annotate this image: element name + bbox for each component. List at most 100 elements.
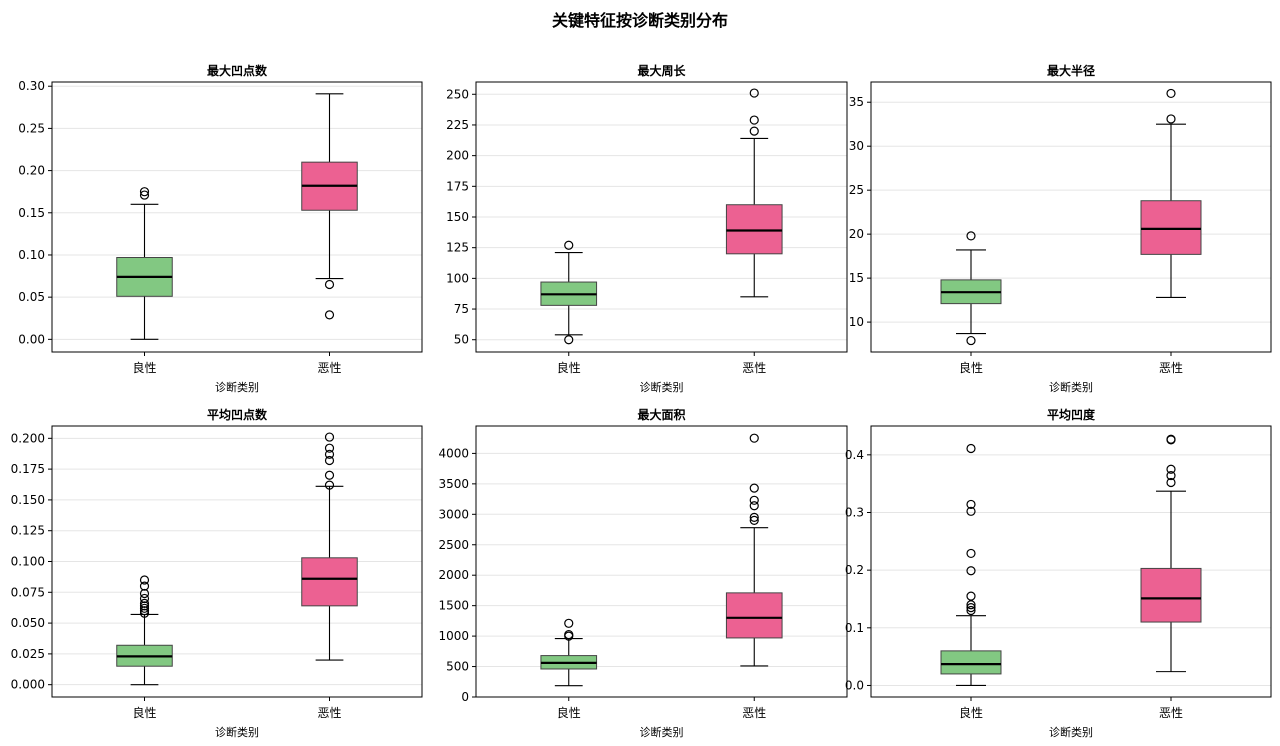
y-tick-label: 0.2 [845, 563, 864, 577]
outlier-point [139, 606, 150, 616]
outlier-point [564, 335, 574, 345]
y-tick-label: 0.10 [18, 248, 45, 262]
y-tick-label: 2500 [438, 538, 469, 552]
outlier-point [966, 591, 976, 601]
x-axis-label: 诊断类别 [1049, 725, 1093, 739]
subplot-title: 最大周长 [637, 63, 686, 78]
outlier-point [139, 598, 150, 608]
outlier-point [749, 495, 759, 505]
outlier-point [966, 231, 976, 241]
y-tick-label: 0.25 [18, 121, 45, 135]
y-tick-label: 20 [849, 227, 864, 241]
axes-frame [870, 425, 1272, 698]
outlier-point [324, 279, 335, 290]
outlier-point [139, 593, 150, 604]
y-tick-label: 0.00 [18, 332, 45, 346]
outlier-point [749, 126, 759, 136]
x-axis-label: 诊断类别 [215, 380, 259, 394]
outlier-point [1166, 464, 1176, 474]
subplot-title: 最大面积 [637, 407, 685, 422]
y-tick-label: 0.20 [18, 164, 45, 178]
outlier-point [966, 499, 976, 510]
y-tick-label: 2000 [438, 568, 469, 582]
outlier-point [1166, 114, 1176, 124]
outlier-point [749, 115, 759, 125]
subplot-title: 平均凹点数 [207, 407, 268, 422]
x-axis-label: 诊断类别 [1049, 380, 1093, 394]
box-malignant [725, 204, 783, 255]
outlier-point [749, 433, 759, 443]
outlier-point [966, 605, 976, 616]
x-tick-label: 恶性 [742, 706, 766, 720]
outlier-point [139, 603, 150, 613]
outlier-point [966, 335, 976, 346]
y-tick-label: 3500 [438, 477, 469, 491]
box-malignant [1140, 200, 1202, 255]
outlier-point [139, 187, 150, 197]
outlier-point [564, 618, 574, 628]
y-tick-label: 50 [454, 333, 469, 347]
y-tick-label: 25 [849, 183, 864, 197]
y-tick-label: 0.150 [11, 493, 45, 507]
outlier-point [749, 501, 759, 511]
y-tick-label: 200 [446, 149, 469, 163]
subplot-4: 0.000 0.025 0.050 0.075 0.100 0.125 0.150 0.175… [11, 407, 423, 739]
y-tick-label: 175 [446, 179, 469, 193]
outlier-point [966, 443, 976, 454]
outlier-point [749, 512, 759, 522]
outlier-point [139, 588, 150, 599]
y-tick-label: 0 [461, 690, 469, 704]
outlier-point [749, 88, 759, 98]
box-benign [940, 650, 1002, 675]
subplot-title: 最大半径 [1047, 63, 1095, 78]
x-tick-label: 恶性 [1159, 706, 1183, 720]
y-tick-label: 10 [849, 315, 864, 329]
outlier-point [564, 240, 574, 250]
outlier-point [324, 310, 335, 320]
subplot-5: 0 500 1000 1500 2000 2500 3000 3500 4000 良性 恶性 最大面积… [438, 407, 848, 739]
y-tick-label: 0.4 [845, 448, 864, 462]
outlier-point [966, 566, 976, 576]
y-tick-label: 1000 [438, 629, 469, 643]
x-axis-label: 诊断类别 [640, 725, 684, 739]
x-axis-label: 诊断类别 [215, 725, 259, 739]
x-axis-label: 诊断类别 [640, 380, 684, 394]
outlier-point [139, 190, 150, 200]
subplot-1: 0.00 0.05 0.10 0.15 0.20 0.25 0.30 良性 恶性 最大凹点数诊断类… [18, 63, 423, 394]
outlier-point [966, 603, 976, 613]
outlier-point [324, 432, 335, 442]
outlier-point [1166, 434, 1176, 444]
y-tick-label: 30 [849, 139, 864, 153]
axes-frame [51, 81, 423, 353]
x-tick-label: 良性 [959, 360, 983, 375]
y-tick-label: 3000 [438, 507, 469, 521]
y-tick-label: 250 [446, 87, 469, 101]
y-tick-label: 0.000 [11, 678, 45, 692]
outlier-point [749, 515, 759, 525]
outlier-point [966, 506, 976, 516]
outlier-point [324, 449, 335, 459]
x-tick-label: 恶性 [317, 361, 341, 375]
y-tick-label: 4000 [438, 446, 469, 460]
outlier-point [324, 455, 335, 466]
outlier-point [1166, 88, 1176, 99]
outlier-point [139, 575, 150, 585]
y-tick-label: 0.3 [845, 505, 864, 519]
outlier-point [749, 483, 759, 493]
outlier-point [139, 581, 150, 591]
x-tick-label: 恶性 [1159, 361, 1183, 375]
outlier-point [564, 629, 574, 640]
x-tick-label: 良性 [557, 360, 581, 375]
box-malignant [301, 557, 358, 607]
y-tick-label: 35 [849, 95, 864, 109]
outlier-point [139, 608, 150, 618]
x-tick-label: 良性 [132, 360, 156, 375]
outlier-point [1166, 477, 1176, 488]
figure-title: 关键特征按诊断类别分布 [551, 11, 728, 30]
y-tick-label: 0.100 [11, 555, 45, 569]
y-tick-label: 0.200 [11, 431, 45, 445]
y-tick-label: 0.075 [11, 585, 45, 599]
outlier-point [324, 443, 335, 453]
y-tick-label: 150 [446, 210, 469, 224]
